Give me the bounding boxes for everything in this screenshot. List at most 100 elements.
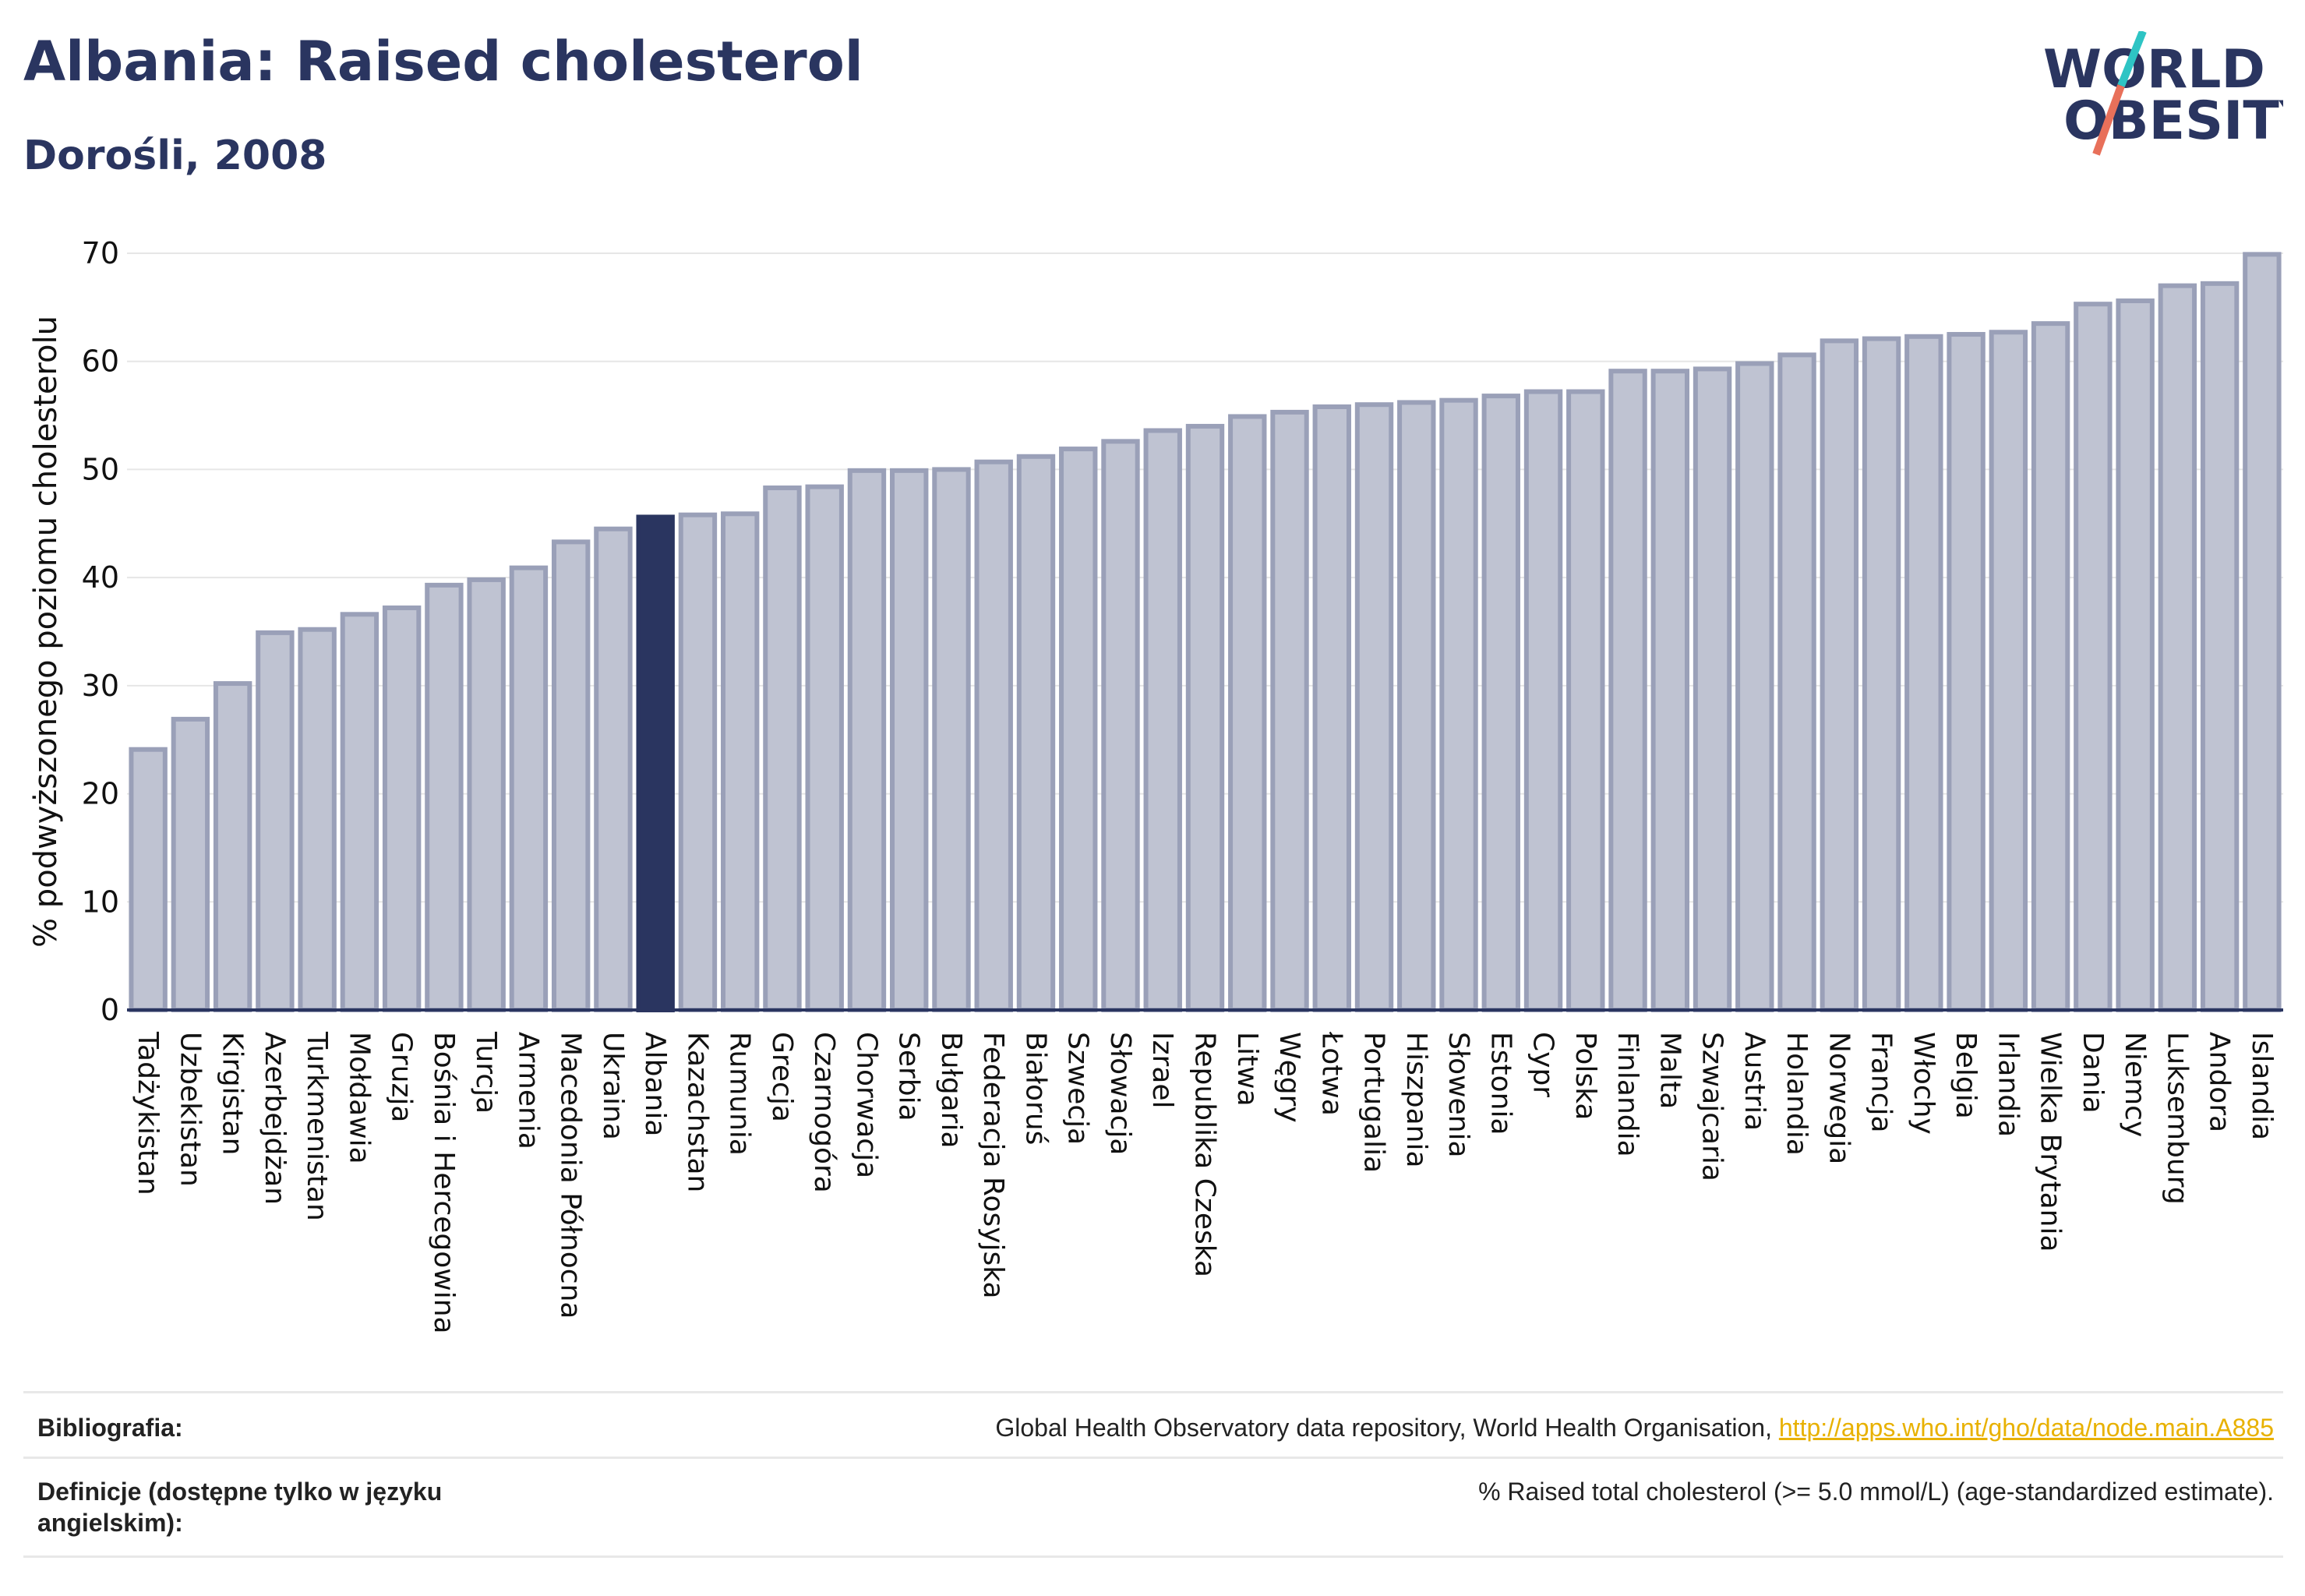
x-tick-label: Irlandia — [1992, 1032, 2024, 1137]
x-tick-label: Portugalia — [1358, 1032, 1390, 1173]
bar — [298, 627, 337, 1012]
x-tick-label: Turkmenistan — [301, 1031, 333, 1221]
x-tick-label: Azerbejdżan — [259, 1032, 291, 1205]
bar — [1059, 447, 1098, 1012]
x-tick-label: Kirgistan — [217, 1032, 249, 1155]
x-tick-label: Republika Czeska — [1189, 1032, 1221, 1277]
logo-line1: WORLD — [2043, 39, 2265, 101]
bibliography-text: Global Health Observatory data repositor… — [995, 1414, 1779, 1442]
x-tick-label: Albania — [639, 1032, 671, 1136]
x-tick-label: Andora — [2204, 1032, 2236, 1132]
bibliography-link[interactable]: http://apps.who.int/gho/data/node.main.A… — [1778, 1414, 2274, 1442]
bar-chart: 0 10 20 30 40 50 60 70 % podwyższonego poziomu c… — [28, 236, 2283, 1334]
bar — [1397, 400, 1436, 1012]
chart-subtitle: Dorośli, 2008 — [23, 132, 327, 179]
bar — [382, 605, 422, 1012]
bar — [1904, 334, 1943, 1012]
x-tick-label: Słowacja — [1104, 1032, 1136, 1155]
bar — [594, 526, 633, 1012]
bar — [678, 512, 718, 1012]
bar — [1185, 423, 1225, 1012]
x-tick-label: Izrael — [1146, 1032, 1178, 1109]
world-obesity-logo: WORLD OBESITY — [2043, 31, 2283, 156]
x-tick-label: Gruzja — [386, 1032, 418, 1122]
x-tick-label: Norwegia — [1823, 1032, 1855, 1164]
x-tick-label: Polska — [1569, 1032, 1601, 1120]
x-tick-label: Czarnogóra — [808, 1032, 840, 1193]
bar — [1650, 369, 1690, 1013]
x-tick-label: Litwa — [1231, 1032, 1263, 1107]
y-tick-label: 10 — [82, 885, 119, 919]
bar — [340, 612, 379, 1012]
bar — [2116, 298, 2155, 1012]
x-tick-label: Wielka Brytania — [2035, 1032, 2067, 1252]
x-tick-label: Macedonia Północna — [555, 1032, 587, 1319]
bibliography-row: Bibliografia: Global Health Observatory … — [23, 1391, 2283, 1459]
bar — [1439, 397, 1478, 1012]
x-tick-label: Turcja — [470, 1031, 502, 1114]
bar — [425, 582, 464, 1012]
x-tick-label: Słowenia — [1442, 1032, 1474, 1158]
x-tick-label: Cypr — [1527, 1032, 1559, 1097]
bar — [1947, 332, 1986, 1012]
bar — [1481, 394, 1520, 1012]
bar — [1228, 414, 1267, 1012]
bibliography-value: Global Health Observatory data repositor… — [995, 1412, 2274, 1443]
bar — [509, 565, 549, 1012]
bar — [1566, 389, 1605, 1013]
chart-title: Albania: Raised cholesterol — [23, 30, 863, 94]
y-tick-label: 0 — [101, 993, 119, 1027]
x-tick-label: Mołdawia — [343, 1032, 375, 1164]
x-tick-label: Francja — [1866, 1032, 1897, 1133]
x-tick-label: Serbia — [893, 1032, 925, 1121]
x-tick-label: Szwajcaria — [1696, 1032, 1728, 1181]
x-tick-label: Ukraina — [597, 1032, 629, 1140]
bar — [1270, 409, 1309, 1012]
bar — [1016, 454, 1056, 1012]
x-tick-label: Malta — [1654, 1032, 1686, 1109]
logo-slash-top — [2117, 31, 2147, 87]
x-tick-label: Belgia — [1950, 1032, 1982, 1119]
bar — [1101, 439, 1140, 1012]
bar — [1989, 330, 2028, 1012]
bar — [129, 747, 168, 1012]
x-tick-label: Białoruś — [1019, 1032, 1051, 1145]
bar — [720, 511, 760, 1012]
y-axis-label: % podwyższonego poziomu cholesterolu — [28, 316, 64, 948]
bar — [551, 539, 591, 1012]
bar — [2074, 302, 2113, 1012]
y-tick-label: 40 — [82, 560, 119, 595]
x-tick-label: Szwecja — [1062, 1032, 1094, 1145]
bar — [1820, 338, 1859, 1012]
definitions-label: Definicje (dostępne tylko w języku angie… — [37, 1478, 443, 1537]
y-tick-label: 70 — [82, 236, 119, 270]
x-tick-label: Dania — [2077, 1032, 2109, 1114]
logo-slash-bottom — [2092, 84, 2125, 156]
bar — [1312, 404, 1351, 1012]
x-tick-label: Hiszpania — [1400, 1032, 1432, 1168]
definitions-row: Definicje (dostępne tylko w języku angie… — [23, 1457, 2283, 1558]
y-tick-label: 60 — [82, 344, 119, 379]
bar — [636, 514, 675, 1012]
bar — [1693, 366, 1732, 1013]
bar — [2243, 252, 2282, 1012]
x-tick-label: Kazachstan — [681, 1032, 713, 1192]
bar — [1608, 369, 1647, 1013]
x-tick-label: Grecja — [766, 1032, 798, 1122]
bar — [2031, 321, 2070, 1012]
x-tick-label: Islandia — [2246, 1032, 2278, 1140]
x-tick-label: Federacja Rosyjska — [977, 1032, 1009, 1299]
x-tick-label: Chorwacja — [850, 1032, 882, 1178]
bar — [256, 630, 295, 1012]
x-tick-label: Estonia — [1484, 1032, 1516, 1135]
definitions-value: % Raised total cholesterol (>= 5.0 mmol/… — [1478, 1478, 2274, 1506]
x-tick-label: Bośnia i Hercegowina — [428, 1032, 460, 1334]
x-tick-label: Luksemburg — [2161, 1032, 2193, 1205]
y-tick-label: 20 — [82, 777, 119, 811]
bar — [1523, 389, 1563, 1013]
bar — [467, 577, 506, 1012]
bar — [805, 484, 844, 1012]
bar — [890, 468, 929, 1012]
bar — [1354, 402, 1394, 1012]
x-tick-label: Uzbekistan — [174, 1032, 206, 1187]
